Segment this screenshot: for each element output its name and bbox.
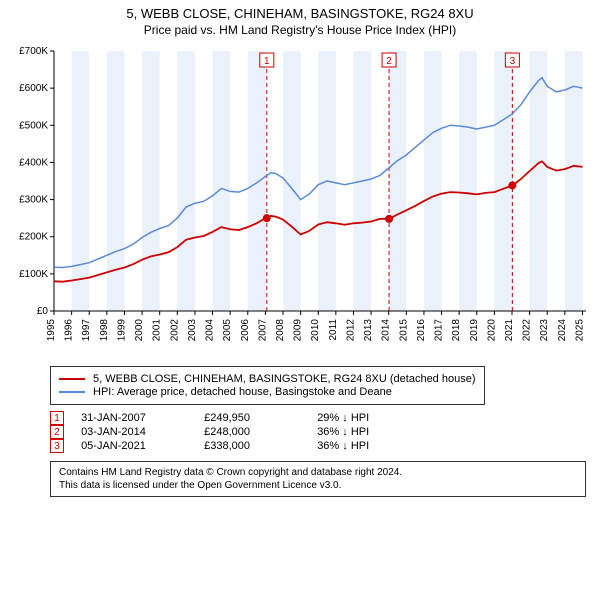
footer-line: Contains HM Land Registry data © Crown c…	[59, 466, 577, 479]
svg-text:1999: 1999	[116, 319, 127, 342]
marker-badge: 3	[50, 439, 64, 453]
footer-line: This data is licensed under the Open Gov…	[59, 479, 577, 492]
svg-text:2024: 2024	[557, 319, 568, 342]
svg-text:2018: 2018	[451, 319, 462, 342]
legend: 5, WEBB CLOSE, CHINEHAM, BASINGSTOKE, RG…	[50, 366, 485, 405]
svg-text:2012: 2012	[345, 319, 356, 342]
chart-subtitle: Price paid vs. HM Land Registry's House …	[10, 23, 590, 37]
title-block: 5, WEBB CLOSE, CHINEHAM, BASINGSTOKE, RG…	[10, 6, 590, 37]
chart-area: £0 £100K £200K £300K £400K £500K £600K £700K 199…	[10, 43, 590, 358]
svg-text:2020: 2020	[486, 319, 497, 342]
svg-text:2001: 2001	[152, 319, 163, 342]
legend-row-property: 5, WEBB CLOSE, CHINEHAM, BASINGSTOKE, RG…	[59, 373, 476, 385]
table-row: 2 03-JAN-2014 £248,000 36% ↓ HPI	[50, 425, 590, 439]
marker-price: £248,000	[204, 426, 314, 438]
chart-container: { "title": "5, WEBB CLOSE, CHINEHAM, BAS…	[0, 0, 600, 503]
marker-date: 31-JAN-2007	[81, 412, 201, 424]
legend-row-hpi: HPI: Average price, detached house, Basi…	[59, 386, 476, 398]
svg-text:2016: 2016	[416, 319, 427, 342]
svg-text:£200K: £200K	[19, 232, 48, 243]
svg-text:2: 2	[386, 56, 392, 67]
marker-badge: 1	[50, 411, 64, 425]
table-row: 1 31-JAN-2007 £249,950 29% ↓ HPI	[50, 411, 590, 425]
svg-text:2007: 2007	[257, 319, 268, 342]
marker-delta: 36% ↓ HPI	[317, 440, 369, 452]
svg-text:2014: 2014	[381, 319, 392, 342]
svg-text:£500K: £500K	[19, 120, 48, 131]
svg-text:2006: 2006	[240, 319, 251, 342]
svg-text:2004: 2004	[205, 319, 216, 342]
svg-text:3: 3	[510, 56, 516, 67]
marker-delta: 29% ↓ HPI	[317, 412, 369, 424]
attribution-footer: Contains HM Land Registry data © Crown c…	[50, 461, 586, 497]
svg-text:2008: 2008	[275, 319, 286, 342]
svg-text:1995: 1995	[46, 319, 57, 342]
legend-swatch-hpi	[59, 391, 85, 393]
sale-markers-table: 1 31-JAN-2007 £249,950 29% ↓ HPI 2 03-JA…	[50, 411, 590, 453]
svg-text:£400K: £400K	[19, 157, 48, 168]
marker-badge: 2	[50, 425, 64, 439]
svg-text:2015: 2015	[398, 319, 409, 342]
svg-text:2003: 2003	[187, 319, 198, 342]
svg-text:£100K: £100K	[19, 269, 48, 280]
svg-text:£300K: £300K	[19, 195, 48, 206]
svg-text:2010: 2010	[310, 319, 321, 342]
legend-swatch-property	[59, 378, 85, 380]
legend-label-property: 5, WEBB CLOSE, CHINEHAM, BASINGSTOKE, RG…	[93, 373, 476, 385]
svg-text:2021: 2021	[504, 319, 515, 342]
line-chart-svg: £0 £100K £200K £300K £400K £500K £600K £700K 199…	[10, 43, 590, 353]
svg-text:2009: 2009	[293, 319, 304, 342]
marker-delta: 36% ↓ HPI	[317, 426, 369, 438]
svg-text:2002: 2002	[169, 319, 180, 342]
svg-text:2011: 2011	[328, 319, 339, 341]
marker-price: £249,950	[204, 412, 314, 424]
chart-title: 5, WEBB CLOSE, CHINEHAM, BASINGSTOKE, RG…	[10, 6, 590, 21]
svg-text:2025: 2025	[574, 319, 585, 342]
svg-text:2005: 2005	[222, 319, 233, 342]
svg-text:2019: 2019	[469, 319, 480, 342]
svg-text:1: 1	[264, 56, 270, 67]
svg-text:2013: 2013	[363, 319, 374, 342]
svg-text:£0: £0	[37, 306, 49, 317]
svg-text:£600K: £600K	[19, 83, 48, 94]
marker-date: 05-JAN-2021	[81, 440, 201, 452]
table-row: 3 05-JAN-2021 £338,000 36% ↓ HPI	[50, 439, 590, 453]
svg-text:2017: 2017	[434, 319, 445, 342]
svg-text:2023: 2023	[539, 319, 550, 342]
svg-text:£700K: £700K	[19, 46, 48, 57]
svg-text:1997: 1997	[81, 319, 92, 342]
svg-text:1998: 1998	[99, 319, 110, 342]
svg-text:2000: 2000	[134, 319, 145, 342]
svg-text:1996: 1996	[64, 319, 75, 342]
legend-label-hpi: HPI: Average price, detached house, Basi…	[93, 386, 392, 398]
svg-text:2022: 2022	[522, 319, 533, 342]
marker-price: £338,000	[204, 440, 314, 452]
marker-date: 03-JAN-2014	[81, 426, 201, 438]
